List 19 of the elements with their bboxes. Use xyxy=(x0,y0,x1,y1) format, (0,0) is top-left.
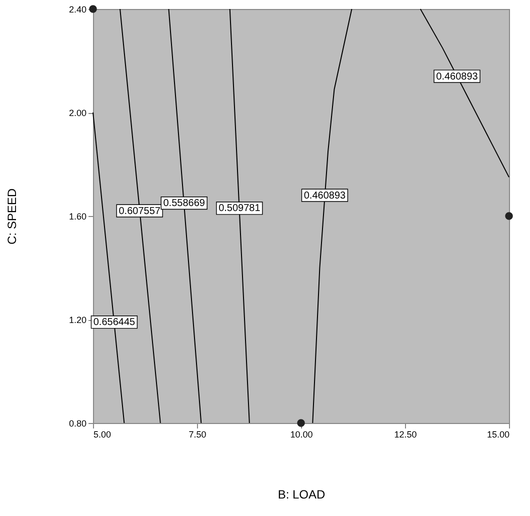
x-tick-label: 5.00 xyxy=(94,430,112,440)
annotation: 0.509781 xyxy=(218,203,261,214)
annotation: 0.460893 xyxy=(304,190,346,202)
y-tick-label: 2.40 xyxy=(68,4,86,14)
x-tick-label: 12.50 xyxy=(394,430,417,440)
x-tick-label: 10.00 xyxy=(290,430,313,440)
annotation: 0.607557 xyxy=(118,206,161,217)
y-tick-label: 1.20 xyxy=(68,315,86,325)
x-tick-label: 7.50 xyxy=(188,430,206,440)
annotation: 0.558669 xyxy=(163,198,206,210)
annotation: 0.656445 xyxy=(93,317,136,328)
line-series xyxy=(420,8,510,178)
annotation: 0.460893 xyxy=(436,71,478,82)
y-axis-title: C: SPEED xyxy=(4,188,19,245)
y-tick-label: 1.60 xyxy=(68,212,86,222)
y-tick-label: 2.00 xyxy=(68,108,86,118)
x-axis-title: B: LOAD xyxy=(278,488,326,502)
y-tick-label: 0.80 xyxy=(68,418,86,428)
x-tick-label: 15.00 xyxy=(486,430,510,440)
